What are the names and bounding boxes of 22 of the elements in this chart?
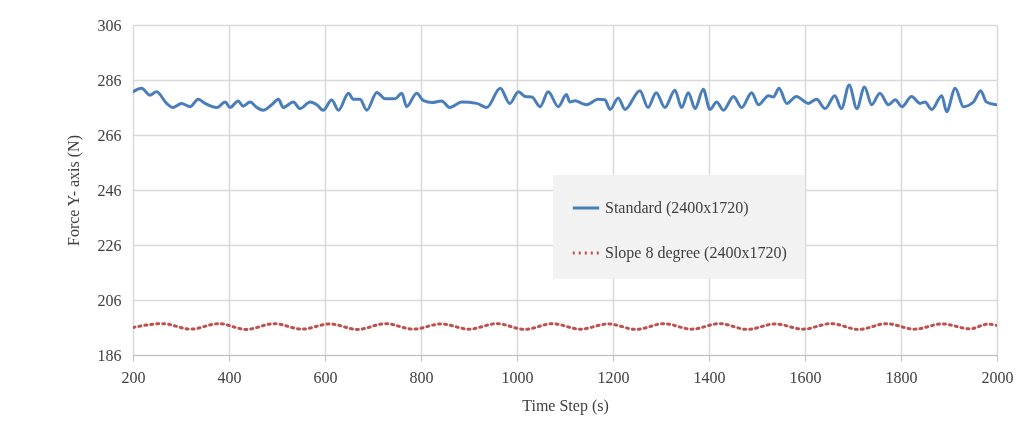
- x-tick-label: 1600: [789, 368, 822, 386]
- x-tick-label: 1400: [693, 368, 726, 386]
- x-tick-label: 1800: [885, 368, 918, 386]
- y-tick-label: 206: [97, 291, 122, 309]
- x-tick-label: 1200: [597, 368, 630, 386]
- y-tick-label: 266: [97, 126, 122, 144]
- x-axis-title: Time Step (s): [522, 396, 609, 415]
- x-tick-label: 1000: [501, 368, 534, 386]
- y-tick-label: 226: [97, 236, 122, 254]
- legend-label: Slope 8 degree (2400x1720): [605, 244, 787, 262]
- x-tick-label: 800: [409, 368, 434, 386]
- legend-label: Standard (2400x1720): [605, 199, 749, 217]
- y-tick-label: 286: [97, 71, 122, 89]
- y-tick-label: 246: [97, 181, 122, 199]
- line-series: [133, 83, 997, 114]
- x-tick-label: 600: [313, 368, 338, 386]
- y-tick-label: 186: [97, 346, 122, 364]
- y-axis-title: Force Y- axis (N): [64, 135, 83, 246]
- x-tick-label: 200: [121, 368, 146, 386]
- x-tick-label: 400: [217, 368, 242, 386]
- x-tick-label: 2000: [981, 368, 1014, 386]
- y-tick-label: 306: [97, 16, 122, 34]
